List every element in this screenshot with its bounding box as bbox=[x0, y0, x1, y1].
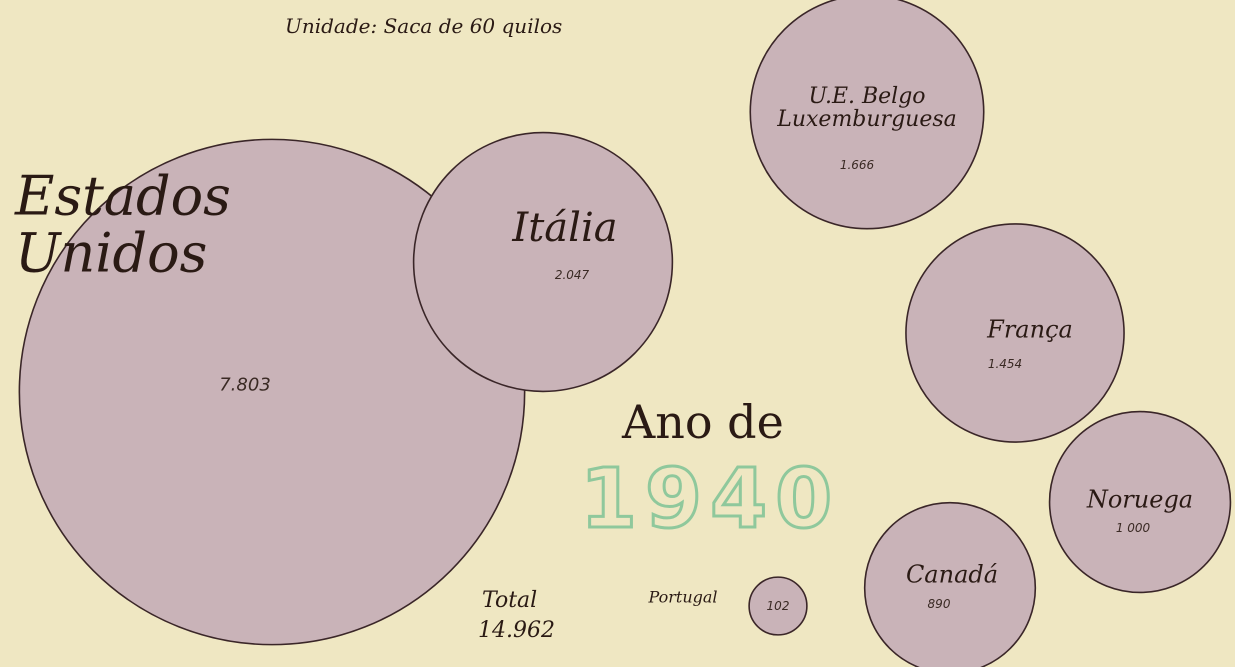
bubble bbox=[18, 138, 526, 646]
value-label: 1.666 bbox=[839, 158, 875, 172]
title: Ano de bbox=[622, 395, 784, 449]
value-label: 7.803 bbox=[219, 374, 271, 396]
bubble-label: Canadá bbox=[905, 560, 999, 589]
year: 1940 bbox=[578, 451, 841, 549]
value-label: 102 bbox=[766, 599, 790, 613]
subtitle: Unidade: Saca de 60 quilos bbox=[285, 14, 563, 38]
total-value: 14.962 bbox=[478, 618, 555, 643]
bubble bbox=[905, 223, 1125, 443]
bubble bbox=[749, 0, 985, 230]
value-label: 1 000 bbox=[1115, 521, 1151, 535]
bubble bbox=[863, 501, 1037, 667]
bubble-label: Itália bbox=[512, 205, 618, 251]
bubble bbox=[412, 131, 674, 393]
bubble-label: Estados Unidos bbox=[15, 164, 231, 284]
bubble-label: Portugal bbox=[648, 587, 718, 607]
value-label: 2.047 bbox=[554, 268, 590, 282]
bubble bbox=[748, 576, 808, 636]
bubble bbox=[1048, 410, 1232, 594]
value-label: 1.454 bbox=[987, 357, 1023, 371]
total-label: Total bbox=[482, 588, 538, 613]
value-label: 890 bbox=[927, 597, 951, 611]
bubble-label: França bbox=[987, 315, 1073, 344]
bubble-label: Noruega bbox=[1086, 485, 1194, 514]
bubble-label: U.E. Belgo Luxemburguesa bbox=[777, 83, 957, 132]
